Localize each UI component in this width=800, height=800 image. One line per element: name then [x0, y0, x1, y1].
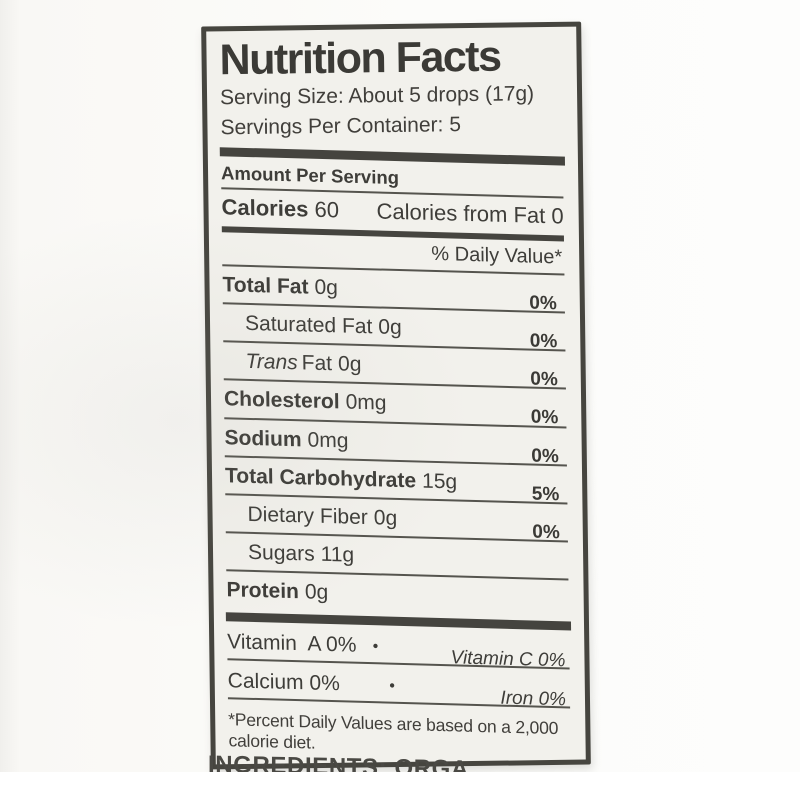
calories-number: 60	[314, 197, 340, 223]
nutrient-pct: 0%	[530, 407, 559, 430]
bullet-separator-icon: •	[389, 678, 396, 696]
servings-per-container: Servings Per Container: 5	[220, 112, 462, 139]
bullet-separator-icon: •	[372, 638, 379, 657]
nutrient-row-protein: Protein 0g	[226, 572, 569, 617]
nutrient-pct: 0%	[529, 331, 558, 353]
vitamin-c: Vitamin C 0%	[450, 648, 566, 673]
nutrient-pct: 0%	[529, 293, 557, 315]
nutrition-facts-label: Nutrition Facts Serving Size: About 5 dr…	[201, 21, 591, 772]
nutrient-name: Saturated Fat 0g	[244, 312, 402, 340]
nutrient-name: Protein 0g	[226, 578, 329, 605]
serving-size: Serving Size: About 5 drops (17g)	[219, 82, 535, 110]
nutrient-pct: 0%	[530, 369, 558, 392]
nutrient-name: Cholesterol 0mg	[223, 388, 387, 416]
iron: Iron 0%	[500, 688, 567, 712]
label-body: Amount Per Serving Calories 60 Calories …	[219, 147, 572, 772]
label-title: Nutrition Facts	[219, 32, 501, 85]
nutrient-name: Dietary Fiber 0g	[247, 503, 398, 531]
nutrient-pct: 5%	[531, 483, 560, 506]
nutrient-name: Sodium 0mg	[224, 426, 349, 453]
nutrient-name: Total Carbohydrate 15g	[224, 464, 458, 494]
nutrient-name: Sugars 11g	[247, 541, 355, 568]
package-photo: Nutrition Facts Serving Size: About 5 dr…	[0, 0, 800, 772]
calories-value: Calories 60	[221, 195, 339, 224]
calcium: Calcium 0%	[227, 670, 340, 697]
vitamin-a: Vitamin A 0%	[227, 630, 357, 658]
nutrient-name: Total Fat 0g	[222, 273, 339, 300]
nutrient-name: Trans Fat 0g	[245, 350, 362, 377]
nutrient-pct: 0%	[532, 521, 560, 544]
calories-from-fat: Calories from Fat 0	[376, 198, 564, 230]
calories-label: Calories	[221, 194, 309, 223]
nutrient-pct: 0%	[531, 445, 559, 468]
